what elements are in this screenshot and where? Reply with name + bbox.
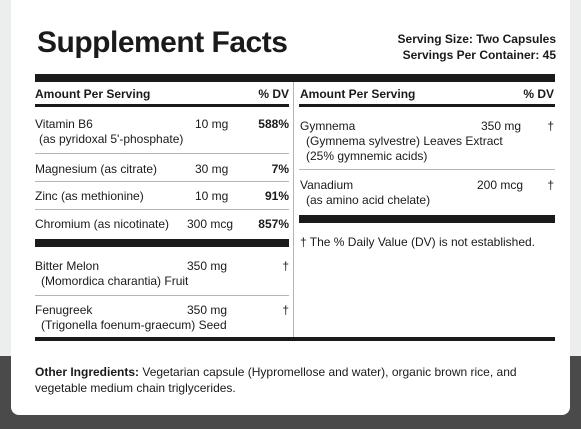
nutrient-amount: 10 mg xyxy=(195,117,229,131)
dagger-mark: † xyxy=(282,303,289,317)
nutrient-amount: 30 mg xyxy=(195,162,229,176)
nutrient-dv: 588% xyxy=(258,117,289,131)
right-header-dv: % DV xyxy=(523,87,554,101)
left-section-rule xyxy=(35,239,289,247)
column-divider xyxy=(293,82,294,337)
nutrient-name: Chromium (as nicotinate) xyxy=(35,217,170,231)
ingredient-source: (Gymnema sylvestre) Leaves Extract xyxy=(306,134,503,148)
nutrient-name: Magnesium (as citrate) xyxy=(35,162,158,176)
ingredient-standardization: (25% gymnemic acids) xyxy=(306,149,428,163)
nutrient-source: (as pyridoxal 5'-phosphate) xyxy=(39,132,184,146)
dagger-mark: † xyxy=(282,259,289,273)
servings-per-container: Servings Per Container: 45 xyxy=(402,48,556,62)
nutrient-dv: 7% xyxy=(271,162,289,176)
ingredient-name: Gymnema xyxy=(300,119,356,133)
row-divider xyxy=(299,169,555,170)
row-divider xyxy=(35,153,289,154)
other-ingredients: Other Ingredients: Vegetarian capsule (H… xyxy=(35,364,545,396)
nutrient-name: Zinc (as methionine) xyxy=(35,189,144,203)
left-header-dv: % DV xyxy=(258,87,289,101)
bottom-rule xyxy=(35,337,555,341)
dagger-mark: † xyxy=(547,119,554,133)
row-divider xyxy=(35,295,289,296)
ingredient-name: Vanadium xyxy=(300,178,354,192)
row-divider xyxy=(35,209,289,210)
right-section-rule xyxy=(299,215,555,223)
nutrient-amount: 10 mg xyxy=(195,189,229,203)
other-ingredients-label: Other Ingredients: xyxy=(35,365,140,379)
ingredient-amount: 350 mg xyxy=(187,303,228,317)
ingredient-amount: 350 mg xyxy=(187,259,228,273)
nutrient-dv: 857% xyxy=(258,217,289,231)
ingredient-source: (Momordica charantia) Fruit xyxy=(41,274,189,288)
dagger-mark: † xyxy=(547,178,554,192)
top-rule xyxy=(35,74,555,82)
ingredient-name: Fenugreek xyxy=(35,303,93,317)
left-header-rule xyxy=(35,104,289,107)
other-ingredients-text: Vegetarian capsule (Hypromellose and wat… xyxy=(35,365,517,395)
ingredient-name: Bitter Melon xyxy=(35,259,100,273)
page-title: Supplement Facts xyxy=(37,26,288,59)
nutrient-dv: 91% xyxy=(264,189,289,203)
row-divider xyxy=(35,181,289,182)
nutrient-name: Vitamin B6 xyxy=(35,117,93,131)
serving-size: Serving Size: Two Capsules xyxy=(397,32,556,46)
ingredient-amount: 200 mcg xyxy=(477,178,524,192)
left-header-label: Amount Per Serving xyxy=(35,87,151,101)
supplement-facts-panel: Supplement Facts Serving Size: Two Capsu… xyxy=(11,0,570,415)
right-header-label: Amount Per Serving xyxy=(300,87,416,101)
right-header-rule xyxy=(299,104,555,107)
nutrient-amount: 300 mcg xyxy=(187,217,234,231)
ingredient-source: (Trigonella foenum-graecum) Seed xyxy=(41,318,227,332)
footnote: † The % Daily Value (DV) is not establis… xyxy=(300,235,536,249)
ingredient-source: (as amino acid chelate) xyxy=(306,193,431,207)
ingredient-amount: 350 mg xyxy=(481,119,522,133)
